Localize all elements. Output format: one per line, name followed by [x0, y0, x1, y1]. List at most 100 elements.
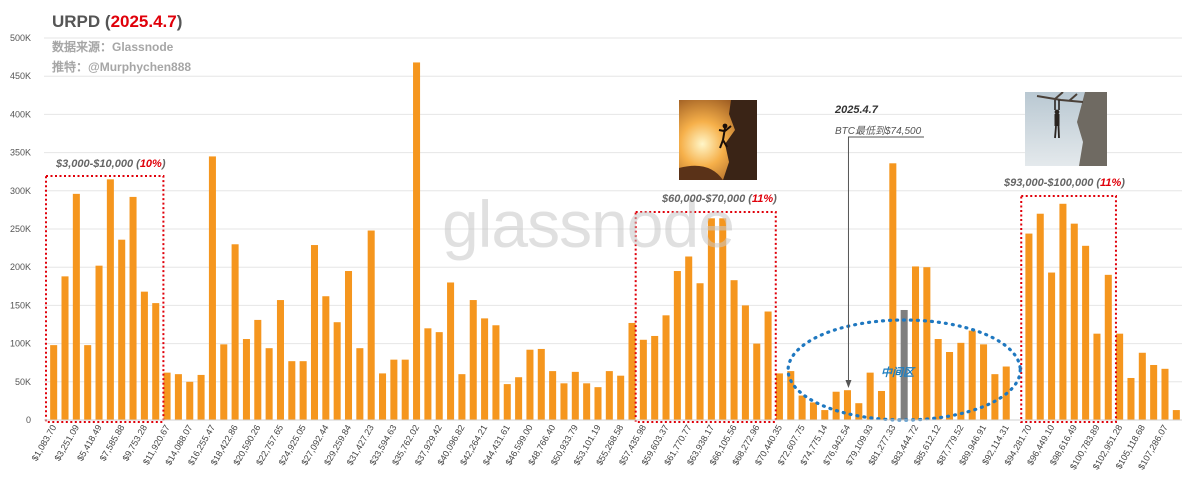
bar	[140, 291, 148, 420]
bar	[276, 300, 284, 420]
bar	[537, 348, 545, 420]
bar	[106, 179, 114, 420]
data-source: 数据来源：Glassnode	[52, 40, 174, 54]
y-tick-label: 150K	[10, 300, 31, 310]
bar	[254, 319, 262, 420]
bar	[911, 266, 920, 420]
bar	[220, 344, 228, 420]
bar	[549, 371, 557, 420]
chart-title: URPD (2025.4.7)	[52, 12, 182, 32]
bar	[1070, 223, 1078, 420]
bar	[163, 372, 171, 420]
bar	[651, 335, 659, 420]
bar	[639, 339, 647, 420]
bar	[129, 196, 137, 420]
bar	[1127, 377, 1135, 420]
bar	[356, 348, 364, 420]
box2-label: $60,000-$70,000 (11%)	[662, 193, 777, 205]
bar	[344, 271, 353, 420]
bar	[628, 322, 636, 420]
bar	[1059, 203, 1067, 420]
bar	[560, 383, 568, 420]
bar	[889, 163, 897, 420]
bar	[50, 345, 58, 420]
bar	[174, 374, 182, 420]
annotation-date: 2025.4.7	[835, 104, 878, 116]
bar	[571, 371, 579, 420]
bar	[855, 403, 863, 420]
bar	[208, 156, 216, 421]
bar	[1048, 272, 1056, 420]
bar	[980, 344, 988, 420]
y-tick-label: 100K	[10, 339, 31, 349]
hanging-man-photo	[1025, 92, 1107, 166]
bar	[1082, 245, 1090, 420]
bar	[934, 339, 942, 420]
bar	[662, 315, 670, 420]
bar	[458, 374, 466, 420]
bar	[1150, 364, 1158, 420]
bar	[526, 349, 534, 420]
y-tick-label: 400K	[10, 109, 31, 119]
bar	[435, 332, 443, 420]
highlight-box-93k-100k	[1020, 195, 1117, 423]
bar	[515, 377, 523, 420]
bar	[1116, 333, 1124, 420]
bar	[1104, 274, 1112, 420]
bar	[299, 361, 307, 420]
bar	[1172, 410, 1180, 420]
y-tick-label: 50K	[15, 377, 31, 387]
bar	[1036, 213, 1044, 420]
bar	[617, 375, 625, 420]
bar	[152, 303, 160, 420]
bar	[231, 244, 239, 420]
bar	[605, 371, 613, 420]
bar	[95, 265, 103, 420]
bar	[186, 381, 194, 420]
bar	[469, 300, 477, 420]
bar	[775, 373, 783, 420]
bar	[197, 374, 205, 420]
bar	[242, 339, 250, 420]
bar	[424, 328, 432, 420]
bar	[685, 256, 693, 420]
climber-photo	[679, 100, 757, 180]
bar	[1025, 233, 1033, 420]
bar	[764, 311, 772, 420]
glassnode-watermark: glassnode	[442, 187, 735, 261]
bar	[866, 372, 874, 420]
bar	[84, 345, 92, 420]
bar	[707, 218, 715, 420]
bar	[118, 239, 126, 420]
y-tick-label: 200K	[10, 262, 31, 272]
annotation-pointer	[847, 136, 924, 386]
twitter-handle: 推特：@Murphychen888	[52, 60, 192, 74]
y-tick-label: 0	[26, 415, 31, 425]
y-tick-label: 300K	[10, 186, 31, 196]
bar	[741, 305, 749, 420]
highlight-box-3k-10k	[45, 175, 165, 423]
bar	[367, 230, 375, 420]
bar	[72, 193, 80, 420]
bar	[753, 343, 761, 420]
bar	[288, 361, 296, 420]
middle-zone-label: 中间区	[881, 367, 914, 379]
bar	[481, 318, 489, 420]
bar	[730, 280, 738, 420]
title-date: 2025.4.7	[110, 12, 177, 31]
bar	[843, 390, 851, 420]
bar	[1138, 352, 1146, 420]
bar	[809, 402, 817, 420]
bar	[991, 374, 999, 420]
title-text: URPD (	[52, 12, 111, 31]
bar	[821, 410, 829, 420]
box3-label: $93,000-$100,000 (11%)	[1004, 177, 1125, 189]
y-tick-label: 250K	[10, 224, 31, 234]
bar	[401, 359, 409, 420]
bar	[390, 359, 398, 420]
bar	[673, 271, 681, 420]
annotation-arrowhead	[845, 380, 852, 388]
bar	[798, 395, 806, 420]
y-tick-label: 350K	[10, 148, 31, 158]
bar	[61, 276, 69, 420]
